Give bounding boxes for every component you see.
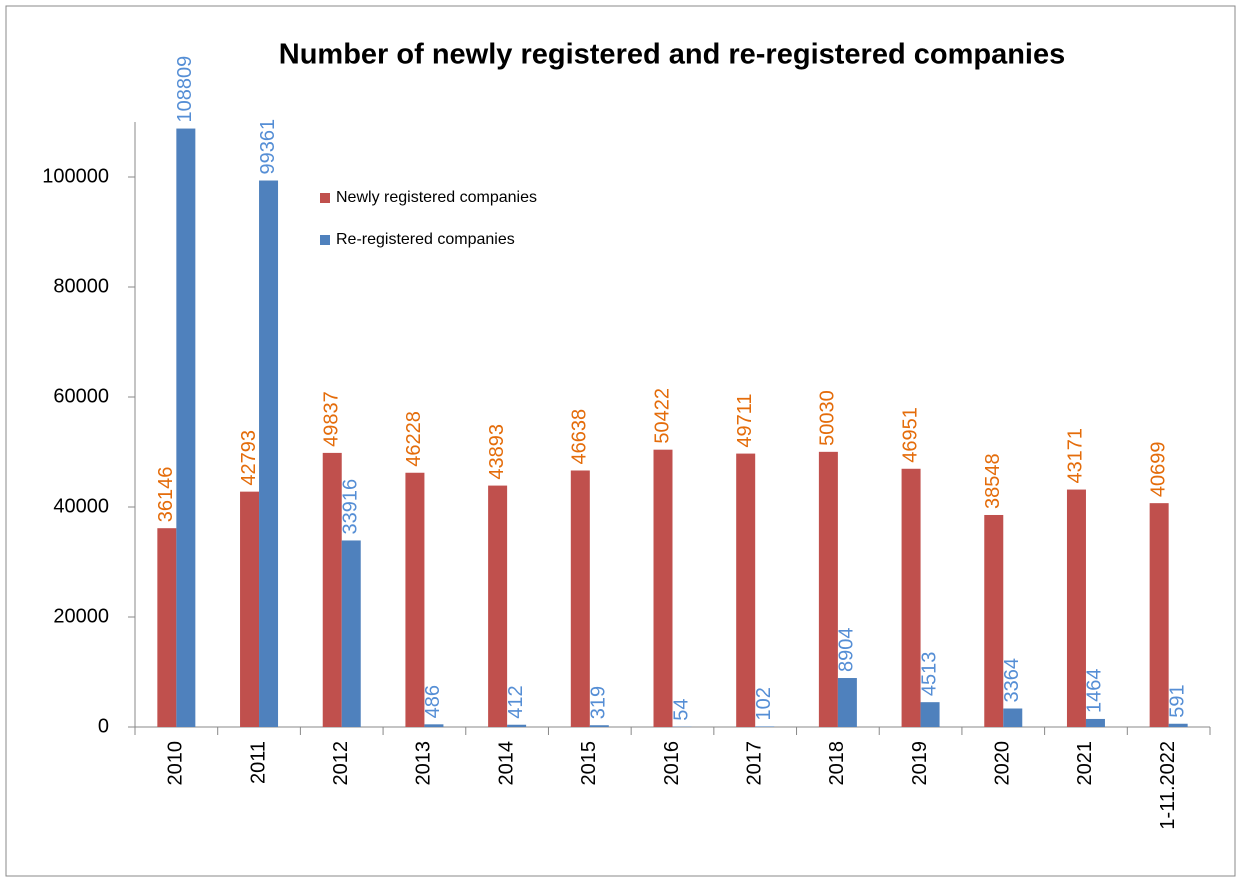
data-label: 54 (670, 698, 692, 720)
bar (818, 451, 838, 727)
data-label: 49837 (321, 391, 343, 447)
bar (837, 678, 857, 727)
legend-label: Newly registered companies (336, 189, 537, 206)
bar (570, 470, 590, 727)
y-tick-label: 80000 (53, 275, 109, 297)
data-label: 486 (422, 685, 444, 718)
legend-swatch (320, 193, 330, 203)
y-tick-label: 0 (98, 715, 109, 737)
x-tick-label: 2017 (743, 741, 765, 786)
x-tick-label: 2012 (330, 741, 352, 786)
data-label: 46228 (403, 411, 425, 467)
data-label: 43893 (486, 424, 508, 480)
legend-swatch (320, 235, 330, 245)
data-label: 8904 (836, 628, 858, 673)
x-tick-label: 2011 (247, 741, 269, 784)
bar (488, 485, 508, 727)
data-label: 1464 (1084, 668, 1106, 713)
x-tick-label: 2013 (413, 741, 435, 786)
data-label: 43171 (1065, 428, 1087, 484)
x-tick-label: 2016 (661, 741, 683, 786)
bar (157, 528, 177, 727)
data-label: 99361 (257, 119, 279, 175)
data-label: 46638 (569, 409, 591, 465)
data-label: 50422 (651, 388, 673, 444)
bar (1066, 489, 1086, 727)
data-label: 319 (588, 686, 610, 719)
bar (424, 724, 444, 727)
data-label: 36146 (155, 467, 177, 523)
bar (984, 514, 1004, 727)
x-tick-label: 2020 (992, 741, 1014, 786)
bar (322, 452, 342, 727)
bar (341, 540, 361, 727)
x-tick-label: 2019 (909, 741, 931, 786)
data-label: 412 (505, 685, 527, 718)
y-tick-label: 60000 (53, 385, 109, 407)
chart-title: Number of newly registered and re-regist… (279, 39, 1065, 71)
x-tick-label: 1-11.2022 (1157, 741, 1179, 830)
data-label: 102 (753, 687, 775, 720)
y-tick-label: 40000 (53, 495, 109, 517)
x-tick-label: 2018 (826, 741, 848, 786)
data-label: 591 (1166, 684, 1188, 717)
bar (920, 702, 940, 727)
bar (176, 128, 196, 727)
chart-border (5, 5, 1236, 877)
bar (1149, 503, 1169, 727)
bar (1003, 708, 1023, 727)
data-label: 40699 (1147, 442, 1169, 498)
data-label: 38548 (982, 453, 1004, 509)
data-label: 50030 (817, 390, 839, 446)
data-label: 46951 (899, 407, 921, 463)
y-tick-label: 20000 (53, 605, 109, 627)
x-tick-label: 2010 (165, 741, 187, 786)
legend-label: Re-registered companies (336, 231, 515, 248)
bar (901, 468, 921, 727)
data-label: 49711 (734, 393, 756, 447)
bar (405, 472, 425, 727)
data-label: 108809 (174, 56, 196, 123)
y-tick-label: 100000 (42, 165, 109, 187)
bar (507, 724, 527, 727)
data-label: 33916 (340, 479, 362, 535)
bar (589, 725, 609, 727)
x-tick-label: 2015 (578, 741, 600, 786)
bar (653, 449, 673, 727)
bar (755, 726, 775, 727)
bar (259, 180, 279, 727)
data-label: 42793 (238, 430, 260, 486)
bar (736, 453, 756, 727)
data-label: 3364 (1001, 658, 1023, 703)
data-label: 4513 (918, 652, 940, 697)
bar (240, 491, 260, 727)
bar (1085, 718, 1105, 727)
bar (1168, 723, 1188, 727)
x-tick-label: 2014 (495, 741, 517, 786)
x-tick-label: 2021 (1074, 741, 1096, 786)
